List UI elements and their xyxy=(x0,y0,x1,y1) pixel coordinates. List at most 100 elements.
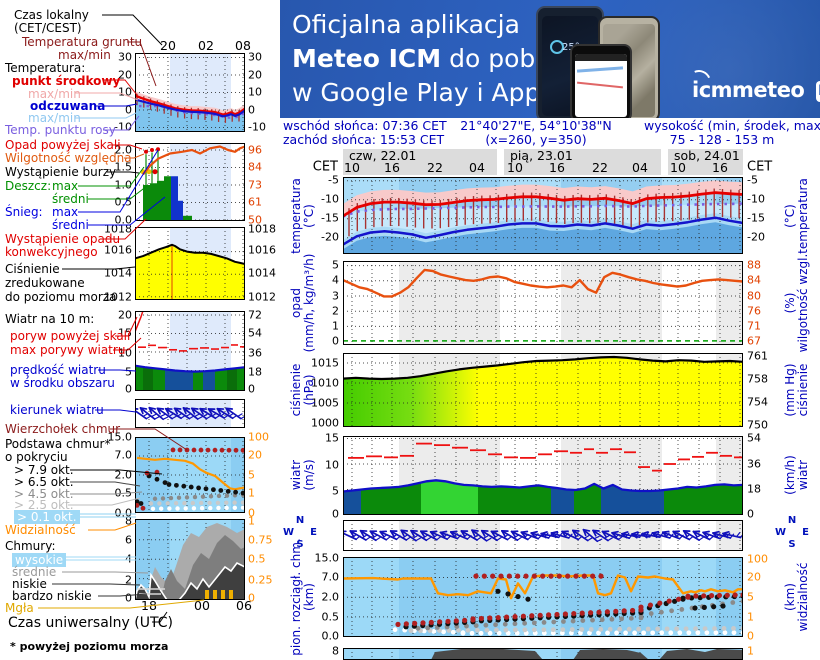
tick-label: 0 xyxy=(125,591,132,605)
tick-label: 1 xyxy=(248,514,255,528)
legend-label: Widzialność xyxy=(5,523,76,537)
sunrise-label: wschód słońca: 07:36 CET xyxy=(283,118,447,133)
axis-label: opad (mm/h, kg/m³/h) xyxy=(289,253,316,353)
icmmeteo-logo[interactable]: icmmeteo M° xyxy=(683,66,820,102)
tick-label: 758 xyxy=(747,372,768,386)
tick-label: 76 xyxy=(747,304,761,318)
legend-label: średnie xyxy=(12,565,57,579)
tick-label: 1016 xyxy=(248,243,276,257)
legend-label: > 0.1 okt. xyxy=(14,510,80,524)
tick-label: 0 xyxy=(248,506,255,520)
grid-label: (x=260, y=350) xyxy=(485,132,587,147)
tick-label: 0.5 xyxy=(248,552,266,566)
tick-label: 5 xyxy=(747,590,754,604)
day-band xyxy=(343,149,497,175)
tick-label: 20 xyxy=(248,68,262,82)
tick-label: -15 xyxy=(747,211,765,225)
legend-label: > 2.5 okt. xyxy=(14,498,74,512)
tick-label: 0.5 xyxy=(114,195,133,209)
tick-label: 4 xyxy=(125,552,132,566)
tick-label: CET xyxy=(312,159,338,175)
legend-label: niskie xyxy=(12,577,47,591)
axis-label: ciśnienie (hPa) xyxy=(289,363,316,417)
legend-label: > 4.5 okt. xyxy=(14,487,74,501)
tick-label: 67 xyxy=(747,334,761,348)
axis-label: (km) widzialność xyxy=(783,562,810,632)
sunset-label: zachód słońca: 15:53 CET xyxy=(283,132,445,147)
logo-badge: M° xyxy=(816,81,820,102)
day-label: czw, 22.01 xyxy=(349,148,417,163)
tick-label: 1.0 xyxy=(114,178,133,192)
altitude-values: 75 - 128 - 153 m xyxy=(669,132,775,147)
panel-cisnienie xyxy=(343,353,743,427)
tick-label: 0 xyxy=(332,507,339,521)
hour-label: 16 xyxy=(549,159,565,175)
legend-label: Śnieg: xyxy=(5,205,43,219)
logo-text: icmmeteo xyxy=(683,66,805,102)
tick-label: -20 xyxy=(321,230,339,244)
panel-kierunek-wiatru xyxy=(343,520,743,551)
axis-label: wiatr (m/s) xyxy=(289,459,316,491)
tick-label: 750 xyxy=(747,418,768,432)
legend-label: Podstawa chmur* xyxy=(5,437,111,451)
panel-mini-kierunek xyxy=(135,399,245,428)
legend-label: o pokryciu xyxy=(5,450,68,464)
panel-temperatura xyxy=(343,177,743,254)
tick-label: 88 xyxy=(747,258,761,272)
tick-label: -15 xyxy=(321,211,339,225)
axis-label: pion. rozciągł. chm. (km) xyxy=(289,538,316,656)
legend-label: Deszcz: xyxy=(5,179,52,193)
panel-opad-wilgotnosc xyxy=(343,261,743,345)
tick-label: 2 xyxy=(332,304,339,318)
tick-label: 02 xyxy=(198,37,214,53)
legend-label: Wiatr na 10 m: xyxy=(5,312,95,326)
panel-mini-chmury xyxy=(135,437,245,513)
tick-label: 1014 xyxy=(248,266,276,280)
legend-label: kierunek wiatru xyxy=(10,403,104,417)
tick-label: 0 xyxy=(332,334,339,348)
tick-label: 100 xyxy=(248,430,269,444)
tick-label: 1 xyxy=(332,319,339,333)
tick-label: 8 xyxy=(332,644,339,658)
panel-pion-rozciaglosc-chmur xyxy=(343,557,743,637)
axis-label: (°C) temperatura xyxy=(783,178,810,254)
hour-label: 22 xyxy=(427,159,443,175)
tick-label: 5 xyxy=(332,258,339,272)
tick-label: 0.25 xyxy=(248,573,273,587)
legend-label: Wilgotność względna xyxy=(5,151,132,165)
legend-label: konwekcyjnego xyxy=(5,245,98,259)
tick-label: 0 xyxy=(248,382,255,396)
day-label: pią, 23.01 xyxy=(510,148,573,163)
tick-label: CET xyxy=(747,159,773,175)
tick-label: 1012 xyxy=(104,290,132,304)
legend-label: Temperatura: xyxy=(5,61,86,75)
legend-label: Mgła xyxy=(5,601,34,615)
tick-label: 5 xyxy=(332,484,339,498)
coordinates-label: 21°40'27"E, 54°10'38"N xyxy=(460,118,612,133)
legend-label: Temp. punktu rosy xyxy=(5,123,116,137)
hour-label: 10 xyxy=(507,159,523,175)
legend-label: Ciśnienie xyxy=(5,262,60,276)
tick-label: 06 xyxy=(236,597,252,613)
panel-wiatr xyxy=(343,436,743,515)
tick-label: 1012 xyxy=(248,290,276,304)
hour-label: 22 xyxy=(592,159,608,175)
tick-label: 80 xyxy=(747,289,761,303)
legend-label: max xyxy=(52,179,79,193)
panel-chmury-dolny xyxy=(343,648,743,660)
tick-label: 84 xyxy=(248,160,262,174)
legend-label: * powyżej poziomu morza xyxy=(10,640,169,653)
legend-label: Czas uniwersalny (UTC) xyxy=(8,615,173,631)
tick-label: 1018 xyxy=(248,222,276,236)
panel-mini-temperatura xyxy=(135,53,245,132)
tick-label: 00 xyxy=(194,597,210,613)
day-label: sob, 24.01 xyxy=(674,148,740,163)
tick-label: 2.0 xyxy=(114,468,133,482)
phone-mockup-front xyxy=(570,44,632,118)
promo-banner[interactable]: Oficjalna aplikacja Meteo ICM do pobrani… xyxy=(280,0,820,118)
axis-label: (%) wilgotność wzgl. xyxy=(783,253,810,353)
legend-label: bardzo niskie xyxy=(12,589,92,603)
tick-label: 10 xyxy=(248,85,262,99)
